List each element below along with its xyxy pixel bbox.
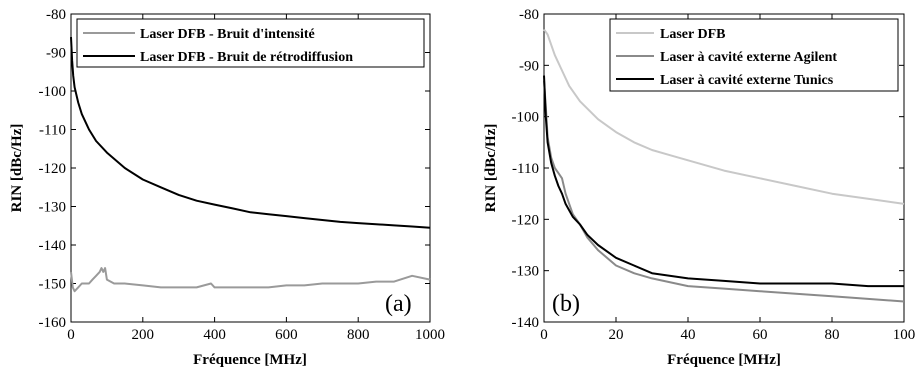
chart-b-y-tick-label: -140 <box>512 315 540 331</box>
chart-b-series-line-2 <box>543 75 904 288</box>
chart-b-y-axis-label: RIN [dBc/Hz] <box>483 124 499 213</box>
chart-b-x-axis-label: Fréquence [MHz] <box>667 352 781 368</box>
chart-a-series-line-1 <box>70 37 431 229</box>
chart-a-y-tick-label: -130 <box>39 200 67 216</box>
chart-a-y-tick-label: -100 <box>39 84 67 100</box>
chart-a-series <box>70 37 431 293</box>
chart-b-x-tick-label: 40 <box>681 327 696 343</box>
chart-a-x-axis-label: Fréquence [MHz] <box>193 352 307 368</box>
chart-b-legend-box <box>609 18 899 92</box>
chart-b-x-tick-label: 100 <box>893 327 916 343</box>
chart-b-legend-label-tunics: Laser à cavité externe Tunics <box>660 73 834 88</box>
chart-a-x-tick-label: 200 <box>132 327 155 343</box>
chart-a-x-tick-label: 0 <box>67 327 75 343</box>
chart-a-x-tick-label: 1000 <box>415 327 445 343</box>
chart-b-y-tick-label: -130 <box>512 264 540 280</box>
chart-a-y-axis-label: RIN [dBc/Hz] <box>9 124 25 213</box>
chart-a-y-tick-label: -160 <box>39 315 67 331</box>
chart-a-legend: Laser DFB - Bruit d'intensité Laser DFB … <box>76 18 425 68</box>
chart-b: 0 20 40 60 80 100 -140 -130 -120 -110 -100 -90 -80 L… <box>483 7 915 368</box>
chart-b-legend: Laser DFB Laser à cavité externe Agilent… <box>609 18 899 92</box>
chart-b-x-tick-label: 60 <box>753 327 768 343</box>
chart-a-x-tick-label: 800 <box>347 327 370 343</box>
chart-b-legend-label-dfb: Laser DFB <box>660 27 725 42</box>
chart-a-y-tick-label: -110 <box>39 123 66 139</box>
chart-a-y-tick-label: -80 <box>46 7 66 23</box>
chart-b-series <box>543 28 905 303</box>
chart-a-y-tick-label: -140 <box>39 238 67 254</box>
chart-a-legend-label-backscatter: Laser DFB - Bruit de rétrodiffusion <box>140 50 353 65</box>
chart-b-y-tick-label: -120 <box>512 212 540 228</box>
chart-a-ticks: 0 200 400 600 800 1000 -160 -150 -140 -130 -120 -11… <box>39 7 446 343</box>
chart-b-x-tick-label: 0 <box>540 327 548 343</box>
chart-a-panel-label: (a) <box>385 291 412 317</box>
chart-a-y-tick-label: -120 <box>39 161 67 177</box>
chart-b-ticks: 0 20 40 60 80 100 -140 -130 -120 -110 -100 -90 -80 <box>512 7 916 343</box>
chart-a-y-tick-label: -150 <box>39 277 67 293</box>
chart-a-x-tick-label: 400 <box>203 327 226 343</box>
chart-a-legend-label-intensity: Laser DFB - Bruit d'intensité <box>140 27 315 42</box>
chart-b-x-tick-label: 20 <box>609 327 624 343</box>
chart-b-y-tick-label: -100 <box>512 110 540 126</box>
chart-b-series-line-0 <box>543 28 905 205</box>
chart-a-x-tick-label: 600 <box>275 327 298 343</box>
chart-b-y-tick-label: -80 <box>519 7 539 23</box>
chart-b-y-tick-label: -110 <box>512 161 539 177</box>
chart-b-x-tick-label: 80 <box>825 327 840 343</box>
chart-a-y-tick-label: -90 <box>46 46 66 62</box>
chart-b-panel-label: (b) <box>552 291 580 317</box>
chart-b-legend-label-agilent: Laser à cavité externe Agilent <box>660 50 837 65</box>
chart-a-legend-box <box>76 18 425 68</box>
chart-a: 0 200 400 600 800 1000 -160 -150 -140 -130 -120 -11… <box>9 7 445 368</box>
chart-a-series-line-0 <box>70 267 431 293</box>
chart-b-y-tick-label: -90 <box>519 58 539 74</box>
